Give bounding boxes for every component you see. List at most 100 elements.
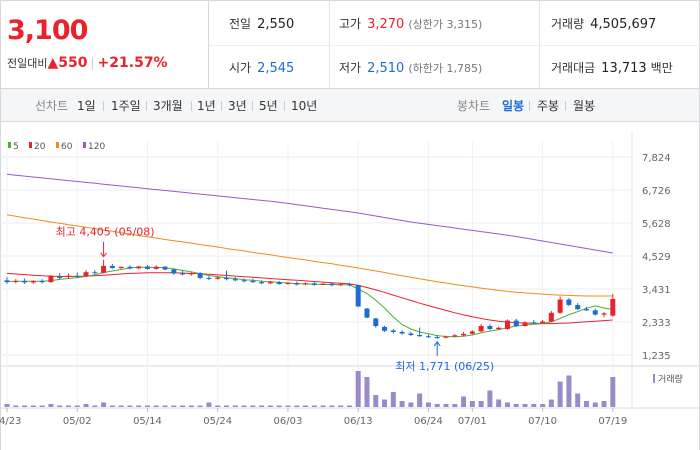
- price-change: 전일대비▲550 | +21.57%: [7, 55, 168, 71]
- candle-body: [320, 283, 326, 285]
- candle-body: [4, 280, 10, 283]
- volume-bar: [610, 377, 616, 407]
- weekly-candle-button[interactable]: 주봉: [537, 99, 560, 113]
- candle-body: [232, 279, 238, 281]
- amount-label: 거래대금: [551, 61, 596, 75]
- volume-bar: [197, 405, 203, 407]
- volume-bar: [443, 404, 449, 407]
- candle-body: [153, 266, 159, 269]
- toolbar-divider: [252, 101, 253, 111]
- up-arrow-icon: ▲: [47, 55, 59, 71]
- prev-close-value: 2,550: [257, 17, 295, 32]
- volume-bar: [39, 405, 45, 407]
- open-value: 2,545: [257, 61, 295, 76]
- candle-body: [294, 283, 300, 285]
- toolbar-divider: [221, 101, 222, 111]
- volume-bar: [285, 405, 291, 407]
- candle-body: [303, 283, 309, 285]
- volume-bar: [224, 405, 229, 407]
- low-arrow-head: [433, 341, 441, 347]
- y-tick-label: 5,628: [642, 219, 671, 230]
- period-1w-button[interactable]: 1주일: [111, 99, 141, 113]
- price-box: 3,100 전일대비▲550 | +21.57%: [1, 1, 209, 89]
- volume-bar: [74, 405, 80, 407]
- candle-body: [30, 280, 36, 283]
- legend-label: 5: [13, 142, 19, 152]
- period-3y-button[interactable]: 3년: [228, 99, 247, 113]
- volume-bar: [259, 405, 265, 407]
- open-label: 시가: [229, 61, 252, 75]
- volume-bar: [250, 405, 256, 407]
- change-percent: +21.57%: [97, 55, 168, 71]
- candle-body: [13, 280, 19, 282]
- x-tick-label: 07/01: [458, 416, 487, 427]
- candle-body: [478, 326, 484, 332]
- volume-bar: [346, 405, 352, 407]
- prev-close: 전일 2,550: [229, 15, 294, 32]
- daily-candle-button[interactable]: 일봉: [502, 99, 525, 113]
- chart-toolbar: 선차트 1일 1주일 3개월 1년 3년 5년 10년 봉차트 일봉 주봉 월봉: [0, 88, 700, 122]
- volume-bar: [188, 405, 194, 407]
- legend-label: 60: [61, 142, 73, 152]
- x-tick-label: 04/23: [0, 416, 21, 427]
- stock-chart[interactable]: 7,824 6,726 5,628 4,529 3,431 2,333 1,235 04/23…: [0, 121, 700, 450]
- volume-bar: [13, 405, 19, 407]
- volume-bar: [338, 405, 344, 407]
- volume-bar: [469, 401, 475, 407]
- open-price: 시가 2,545: [229, 59, 294, 76]
- monthly-candle-button[interactable]: 월봉: [573, 99, 596, 113]
- candle-body: [390, 330, 396, 333]
- candle-body: [373, 318, 379, 327]
- divider: [209, 45, 700, 46]
- period-1d-button[interactable]: 1일: [77, 99, 96, 113]
- legend-swatch: [29, 142, 32, 148]
- volume-bar: [408, 402, 414, 407]
- candle-body: [487, 326, 493, 330]
- volume-bar: [417, 393, 423, 407]
- candle-body: [171, 269, 177, 274]
- period-1y-button[interactable]: 1년: [197, 99, 216, 113]
- candle-body: [109, 265, 115, 269]
- volume-bar: [478, 401, 484, 407]
- period-10y-button[interactable]: 10년: [291, 99, 318, 113]
- volume-bar: [241, 405, 247, 407]
- candle-body: [241, 280, 247, 282]
- volume-bar: [452, 404, 458, 407]
- x-tick-label: 06/03: [274, 416, 303, 427]
- period-3m-button[interactable]: 3개월: [153, 99, 183, 113]
- legend-label: 120: [88, 142, 105, 152]
- volume-bar: [232, 405, 238, 407]
- candle-body: [39, 280, 45, 283]
- volume-bar: [513, 404, 519, 407]
- volume-bar: [566, 375, 572, 407]
- toolbar-divider: [284, 101, 285, 111]
- candle-body: [180, 273, 186, 275]
- volume-bar: [144, 405, 150, 407]
- legend-swatch: [56, 142, 59, 148]
- candle-body: [224, 277, 229, 280]
- volume-bar: [267, 405, 273, 407]
- ma5-line: [6, 266, 613, 338]
- candle-body: [504, 320, 510, 330]
- ma60-line: [6, 214, 613, 297]
- line-chart-label: 선차트: [35, 99, 69, 113]
- trade-amount: 거래대금 13,713 백만: [551, 59, 679, 76]
- volume-bar: [601, 401, 607, 407]
- candle-body: [557, 299, 563, 313]
- candle-body: [425, 336, 431, 338]
- candle-body: [346, 284, 352, 286]
- y-tick-label: 6,726: [642, 186, 671, 197]
- volume-bar: [557, 381, 563, 407]
- x-tick-label: 05/24: [203, 416, 232, 427]
- volume-bar: [364, 377, 370, 407]
- candle-body: [162, 266, 168, 270]
- period-5y-button[interactable]: 5년: [259, 99, 278, 113]
- candle-body: [197, 273, 203, 278]
- volume-value: 4,505,697: [590, 17, 657, 32]
- candle-body: [74, 275, 80, 277]
- volume-bar: [171, 405, 177, 407]
- low-label: 저가: [339, 61, 362, 75]
- candle-body: [399, 332, 405, 334]
- lower-limit: (하한가 1,785): [408, 62, 483, 75]
- candle-body: [382, 326, 388, 331]
